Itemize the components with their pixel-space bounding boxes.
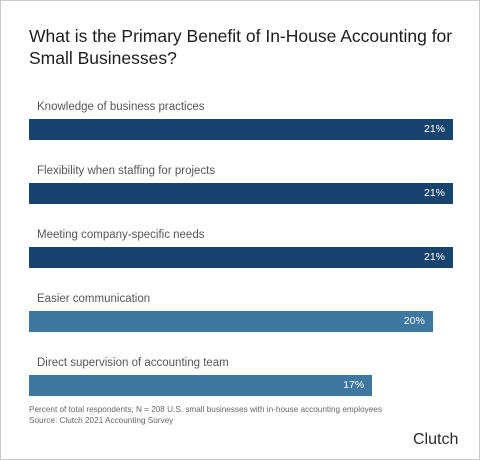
bar: 20% [29, 311, 433, 332]
bar: 21% [29, 247, 453, 268]
bar: 17% [29, 375, 373, 396]
footnote-source: Source: Clutch 2021 Accounting Survey [29, 416, 174, 425]
category-label: Easier communication [37, 293, 151, 305]
bar-value-label: 20% [403, 314, 425, 327]
bar: 21% [29, 183, 453, 204]
category-label: Meeting company-specific needs [37, 229, 205, 241]
bar-value-label: 21% [423, 186, 445, 199]
bar: 21% [29, 119, 453, 140]
category-label: Direct supervision of accounting team [37, 357, 229, 369]
chart-title: What is the Primary Benefit of In-House … [29, 26, 453, 68]
category-label: Knowledge of business practices [37, 101, 205, 113]
bar-value-label: 21% [423, 122, 445, 135]
bar-value-label: 21% [423, 250, 445, 263]
footnote-respondents: Percent of total respondents; N = 208 U.… [29, 405, 382, 414]
bar-value-label: 17% [343, 378, 365, 391]
clutch-logo: Clutch [413, 431, 459, 448]
category-label: Flexibility when staffing for projects [37, 165, 216, 177]
